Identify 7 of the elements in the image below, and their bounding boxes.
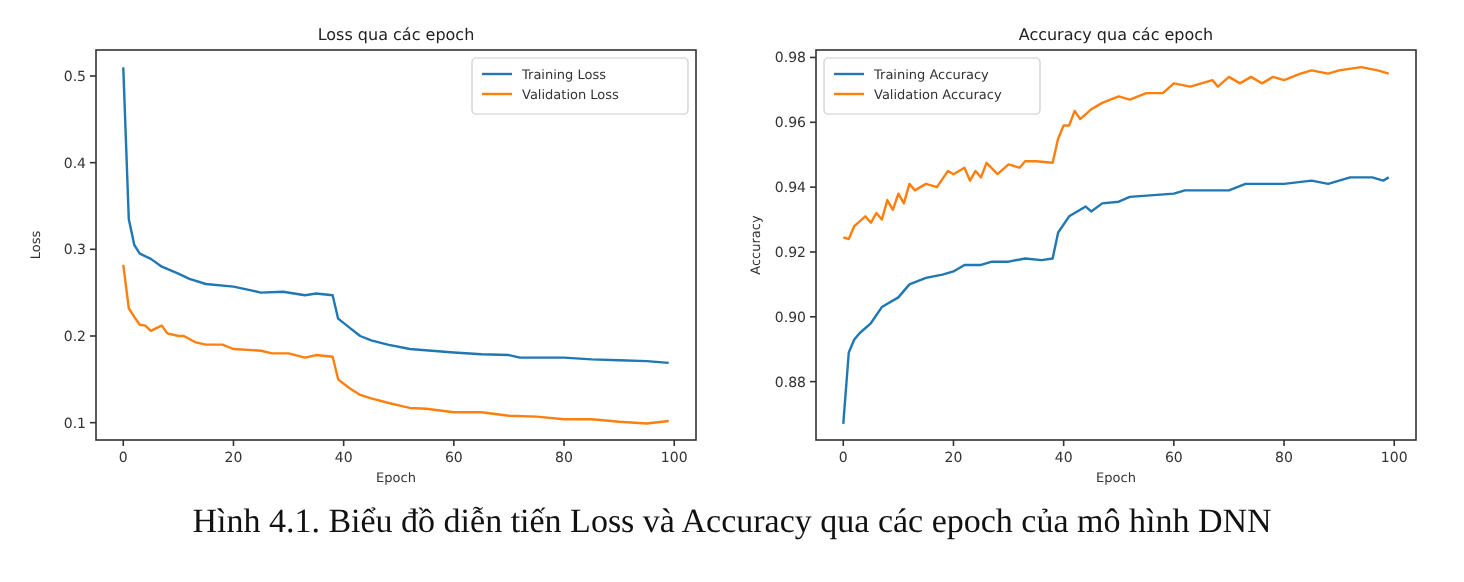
- line-series: [842, 65, 1390, 241]
- text: Hình 4.1. Biểu đồ diễn tiến Loss và Accuracy qua các epoch của mô hình DNN: [192, 502, 1272, 540]
- chart-title: Accuracy qua các epoch: [1018, 26, 1214, 44]
- chart-title: Loss qua các epoch: [317, 26, 475, 44]
- line-series: [842, 176, 1390, 425]
- line-series: [122, 263, 670, 425]
- line-series: [122, 66, 670, 365]
